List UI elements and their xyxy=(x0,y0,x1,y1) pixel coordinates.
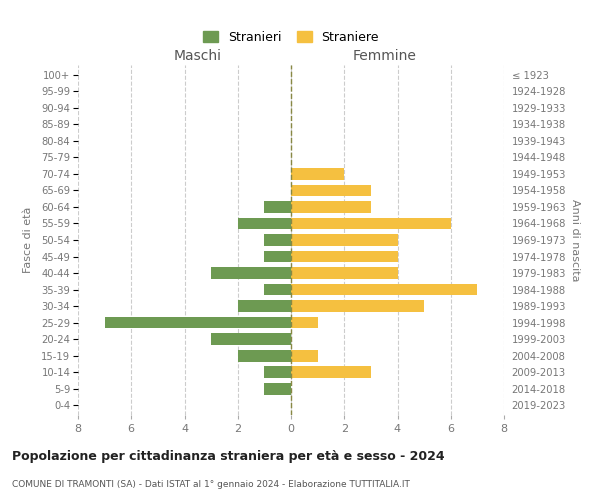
Text: Popolazione per cittadinanza straniera per età e sesso - 2024: Popolazione per cittadinanza straniera p… xyxy=(12,450,445,463)
Bar xyxy=(291,234,398,246)
Bar xyxy=(291,366,371,378)
Bar xyxy=(265,366,291,378)
Bar xyxy=(211,333,291,345)
Y-axis label: Fasce di età: Fasce di età xyxy=(23,207,33,273)
Bar xyxy=(291,201,371,213)
Bar xyxy=(265,234,291,246)
Bar xyxy=(291,218,451,230)
Text: COMUNE DI TRAMONTI (SA) - Dati ISTAT al 1° gennaio 2024 - Elaborazione TUTTITALI: COMUNE DI TRAMONTI (SA) - Dati ISTAT al … xyxy=(12,480,410,489)
Bar xyxy=(211,267,291,279)
Y-axis label: Anni di nascita: Anni di nascita xyxy=(570,198,580,281)
Bar xyxy=(265,382,291,394)
Bar xyxy=(238,300,291,312)
Bar xyxy=(265,284,291,296)
Bar xyxy=(291,300,424,312)
Bar xyxy=(291,284,478,296)
Legend: Stranieri, Straniere: Stranieri, Straniere xyxy=(198,26,384,49)
Text: Femmine: Femmine xyxy=(352,50,416,64)
Text: Maschi: Maschi xyxy=(174,50,222,64)
Bar xyxy=(265,201,291,213)
Bar xyxy=(291,184,371,196)
Bar xyxy=(291,316,317,328)
Bar xyxy=(238,350,291,362)
Bar xyxy=(104,316,291,328)
Bar xyxy=(291,250,398,262)
Bar xyxy=(238,218,291,230)
Bar xyxy=(265,250,291,262)
Bar xyxy=(291,350,317,362)
Bar xyxy=(291,168,344,180)
Bar xyxy=(291,267,398,279)
